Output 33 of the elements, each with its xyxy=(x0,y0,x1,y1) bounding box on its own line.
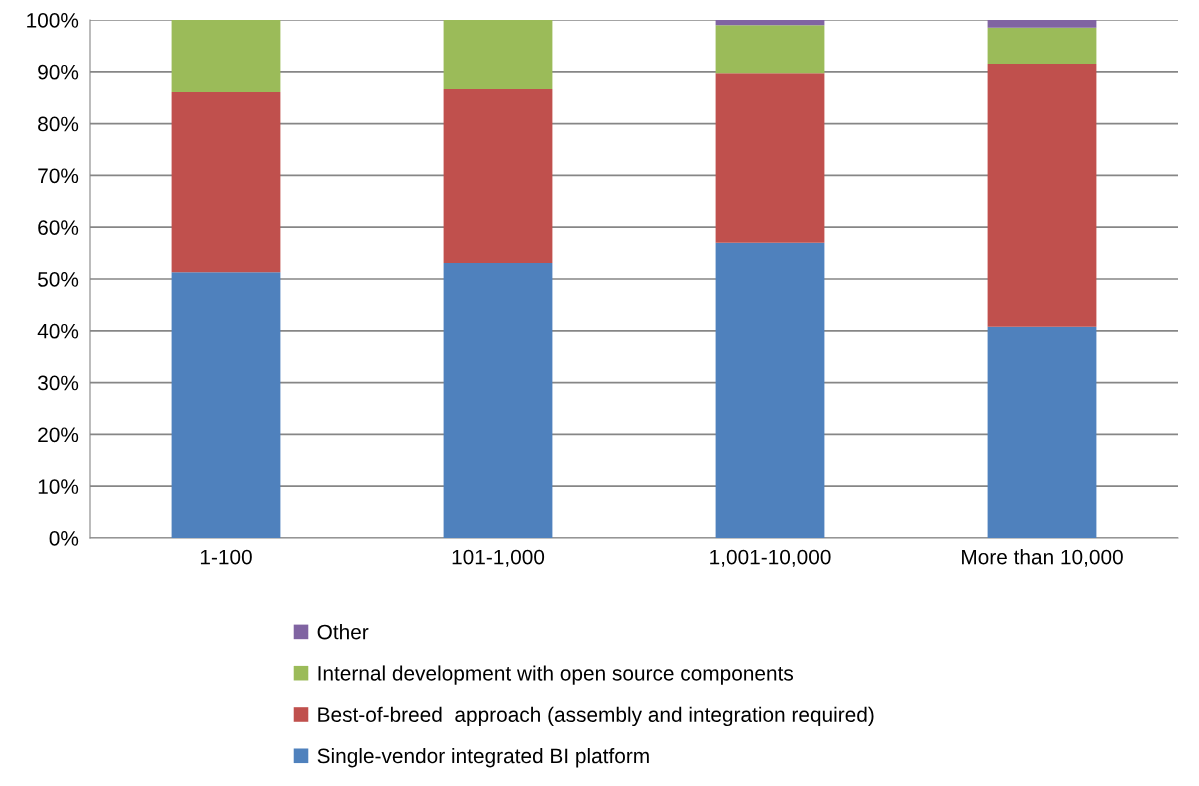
y-tick-label: 30% xyxy=(37,375,79,391)
x-tick-label: 101-1,000 xyxy=(452,549,545,567)
bar xyxy=(987,64,1097,327)
bar xyxy=(715,20,825,26)
bar xyxy=(987,326,1097,538)
x-tick-label: More than 10,000 xyxy=(962,549,1123,567)
x-tick-label: 1-100 xyxy=(200,549,252,565)
y-tick-label: 20% xyxy=(38,427,79,443)
bar xyxy=(171,92,281,273)
y-tick-label: 70% xyxy=(38,168,79,184)
y-tick-label: 40% xyxy=(37,323,79,339)
bar xyxy=(715,73,825,243)
bar xyxy=(715,25,825,74)
y-tick-label: 0% xyxy=(49,531,79,546)
y-tick-label: 90% xyxy=(38,64,79,80)
bar xyxy=(443,262,553,538)
bar xyxy=(987,20,1097,28)
bar xyxy=(715,242,825,538)
bar xyxy=(987,27,1097,65)
bar xyxy=(171,272,281,538)
bar xyxy=(171,20,281,92)
bar xyxy=(443,88,553,263)
y-tick-label: 10% xyxy=(38,479,79,494)
bar xyxy=(443,20,553,89)
y-tick-label: 50% xyxy=(38,272,79,287)
y-tick-label: 80% xyxy=(38,116,79,132)
x-tick-label: 1,001-10,000 xyxy=(710,549,831,567)
y-tick-label: 100% xyxy=(27,13,79,28)
legend-label: Internal development with open source components xyxy=(318,665,794,685)
legend-label: Other xyxy=(317,624,369,640)
legend-label: Best-of-breed approach (assembly and integration required) xyxy=(318,706,874,727)
y-tick-label: 60% xyxy=(38,220,79,235)
legend-label: Single-vendor integrated BI platform xyxy=(317,747,649,768)
